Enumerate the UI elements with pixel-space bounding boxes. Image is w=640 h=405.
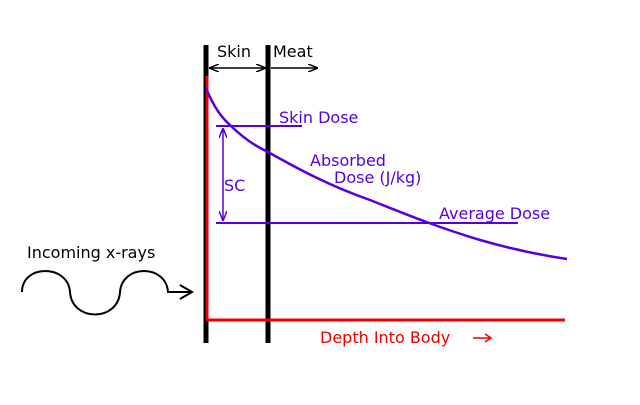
right-arrow-icon bbox=[473, 333, 493, 343]
average-dose-label: Average Dose bbox=[439, 204, 550, 223]
sine-wave-arrow-icon bbox=[21, 270, 194, 316]
depth-into-body-label: Depth Into Body bbox=[320, 328, 450, 347]
skin-dose-label: Skin Dose bbox=[279, 108, 358, 127]
absorbed-label-line1: Absorbed bbox=[310, 151, 386, 170]
sc-label: SC bbox=[224, 176, 245, 195]
absorbed-label-line2: Dose (J/kg) bbox=[334, 168, 421, 187]
skin-label: Skin bbox=[217, 42, 251, 61]
incoming-xrays-label: Incoming x-rays bbox=[27, 243, 155, 262]
meat-label: Meat bbox=[273, 42, 313, 61]
